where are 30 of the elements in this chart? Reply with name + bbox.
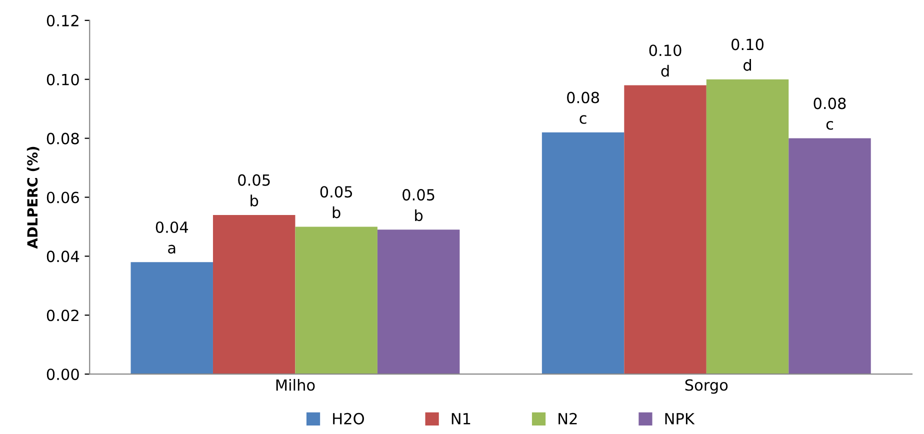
data-label: 0.08 c	[814, 98, 846, 130]
bar	[542, 132, 624, 374]
data-label: 0.05 b	[238, 174, 270, 206]
bar	[788, 138, 871, 374]
bar	[130, 262, 213, 374]
y-tick-label: 0.00	[46, 368, 79, 380]
data-label: 0.04 a	[156, 221, 188, 254]
data-label: 0.05 b	[320, 186, 352, 218]
y-tick-label: 0.12	[46, 14, 78, 26]
legend-label: N2	[558, 412, 577, 424]
data-label: 0.10 d	[649, 44, 682, 77]
x-tick-label: Sorgo	[685, 379, 728, 394]
data-label: 0.05 b	[402, 189, 434, 222]
bar	[377, 230, 460, 374]
bar	[295, 226, 378, 374]
y-tick-label: 0.04	[46, 250, 80, 262]
bar	[706, 79, 789, 374]
legend-label: NPK	[665, 413, 695, 424]
y-axis-title: ADLPERC (%)	[26, 146, 40, 249]
legend-label: N1	[452, 413, 470, 424]
data-label: 0.08 c	[567, 92, 600, 124]
bar	[624, 85, 706, 374]
data-label: 0.10 d	[732, 38, 764, 71]
bar	[212, 214, 296, 374]
x-tick-label: Milho	[276, 378, 315, 391]
legend-label: H2O	[333, 412, 364, 424]
y-tick-label: 0.02	[46, 310, 78, 322]
y-tick-label: 0.08	[46, 132, 79, 144]
y-tick-label: 0.06	[46, 192, 79, 204]
y-tick-label: 0.10	[46, 74, 79, 86]
